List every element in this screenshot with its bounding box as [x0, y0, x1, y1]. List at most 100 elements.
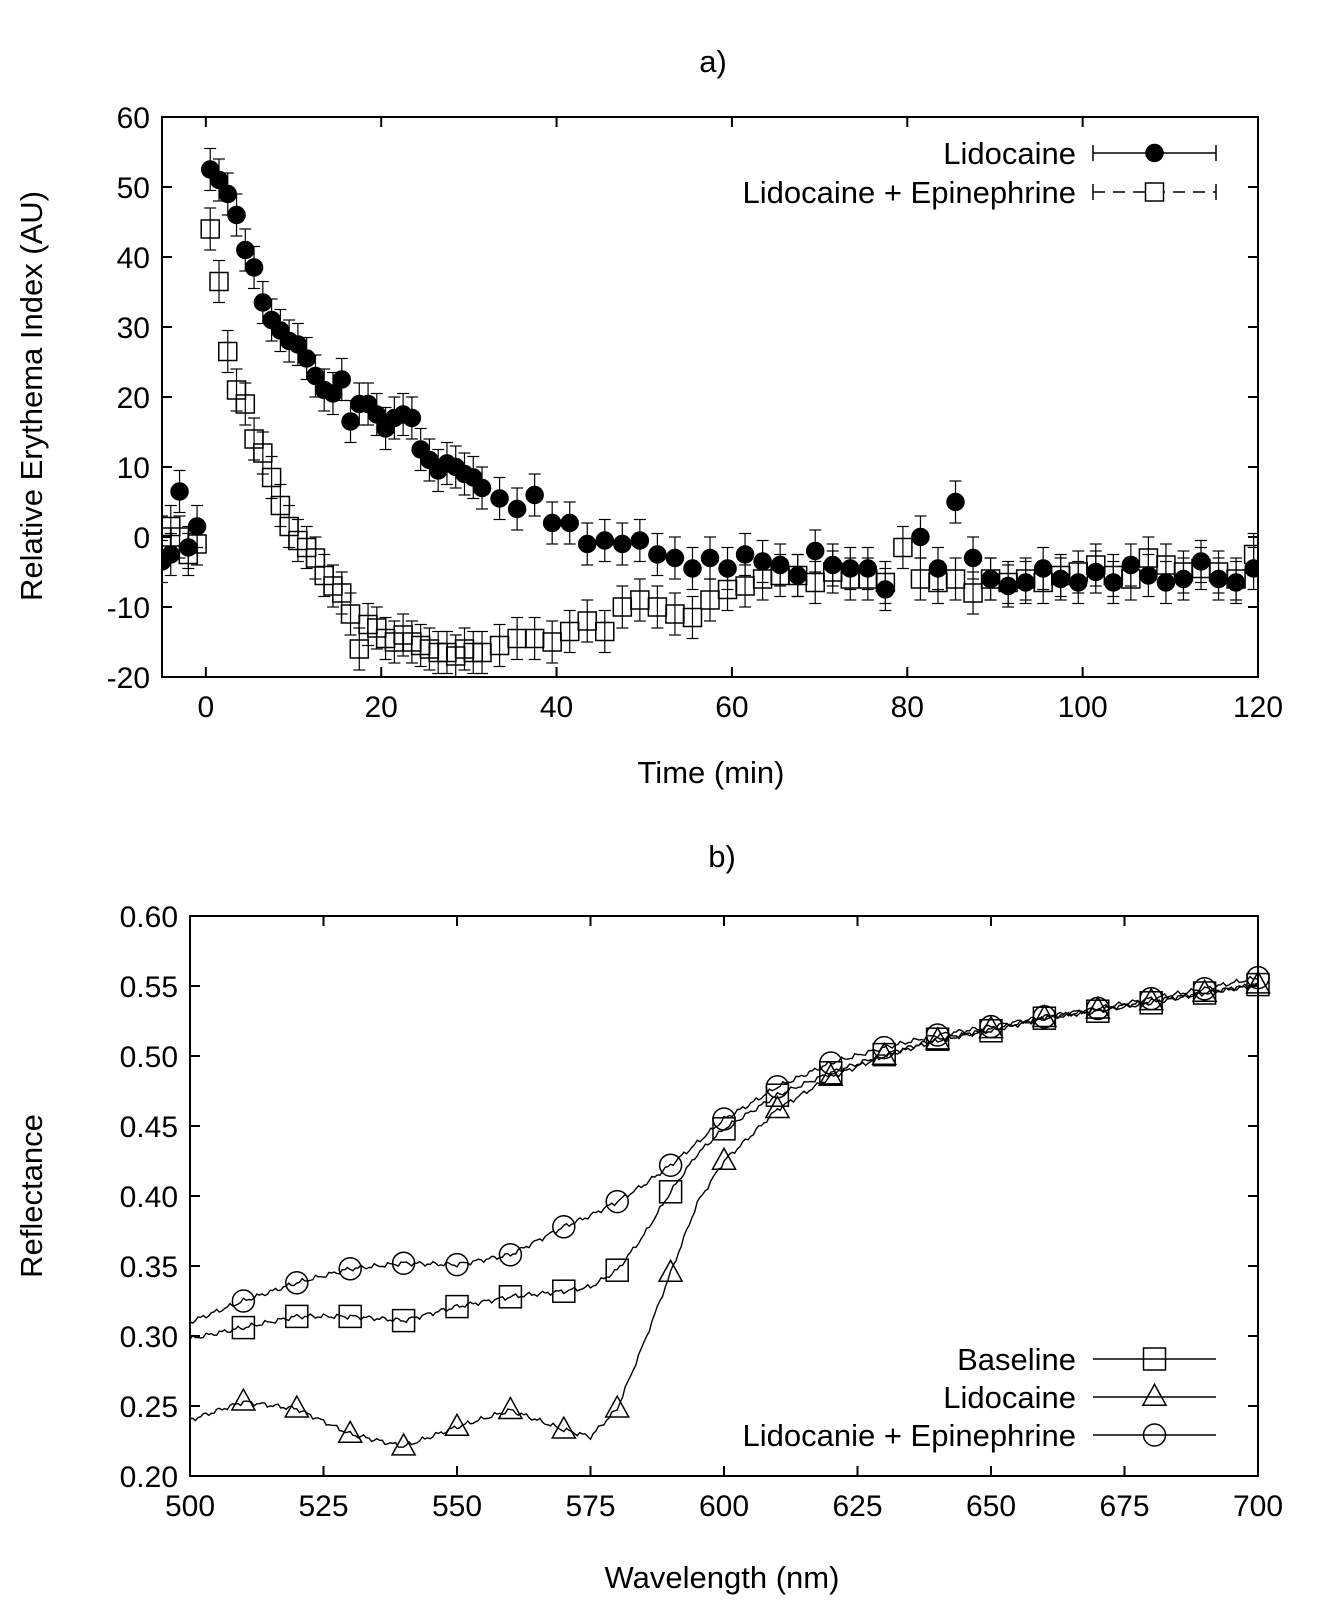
- chart-a-point-lidocaine: [297, 349, 316, 368]
- chart-b-point-baseline: [712, 1117, 736, 1141]
- chart-b-point-lidocaine: [764, 1094, 791, 1119]
- chart-a-point-lidocaine: [998, 576, 1018, 596]
- chart-a-legend: Lidocaine Lidocaine + Epinephrine: [742, 136, 1217, 210]
- chart-b-legend-marker-lido-epi: [1142, 1423, 1167, 1447]
- chart-a-point-lidocaine: [525, 485, 544, 505]
- chart-b-point-lido-epi: [925, 1023, 950, 1047]
- chart-b-point-baseline: [231, 1315, 256, 1340]
- chart-b-point-lido-epi: [1086, 996, 1110, 1021]
- chart-b-x-tick-label: 500: [165, 1490, 215, 1523]
- chart-a-point-lidocaine: [718, 559, 737, 578]
- chart-b-point-baseline: [391, 1308, 416, 1333]
- chart-a-point-lido-epi: [945, 569, 966, 589]
- chart-a-point-lido-epi: [235, 394, 256, 414]
- chart-a: a) 0 20 40 60 80 100 120 -20 -10 0 10 20 30 40 50 60 Ti…: [14, 44, 1283, 790]
- chart-b-point-lido-epi: [285, 1271, 309, 1295]
- chart-a-point-lidocaine: [928, 559, 948, 578]
- chart-a-point-lidocaine: [700, 548, 720, 568]
- chart-b-y-tick-label: 0.55: [120, 971, 178, 1004]
- chart-a-x-tick-label: 40: [540, 691, 573, 724]
- chart-a-point-lido-epi: [577, 611, 597, 631]
- chart-a-point-lido-epi: [261, 467, 282, 488]
- chart-b-legend: Baseline Lidocaine Lidocanie + Epinephri…: [742, 1342, 1216, 1453]
- chart-b-point-lidocaine: [604, 1394, 631, 1418]
- chart-b-point-baseline: [285, 1304, 309, 1329]
- chart-b-point-lidocaine: [283, 1394, 310, 1418]
- chart-a-y-tick-label: 10: [117, 452, 150, 485]
- chart-a-y-tick-label: 50: [117, 172, 150, 205]
- chart-a-point-lido-epi: [253, 443, 273, 463]
- chart-a-point-lido-epi: [507, 628, 527, 649]
- chart-a-point-lidocaine: [981, 569, 1000, 589]
- chart-b-point-lido-epi: [231, 1289, 256, 1313]
- chart-b-point-lidocaine: [924, 1026, 951, 1050]
- chart-a-legend-marker-lidocaine: [1145, 143, 1164, 163]
- chart-b-point-baseline: [445, 1294, 469, 1319]
- chart-b-x-tick-label: 650: [966, 1490, 1016, 1523]
- chart-a-point-lidocaine: [788, 566, 807, 585]
- chart-b-point-lido-epi: [605, 1189, 629, 1214]
- chart-a-point-lidocaine: [402, 408, 422, 428]
- chart-b-y-axis-title: Reflectance: [14, 1114, 49, 1278]
- chart-b-point-lido-epi: [819, 1051, 843, 1075]
- chart-b-ticks: 500 525 550 575 600 625 650 675 700 0.20 0.25 0.30 0…: [120, 901, 1283, 1523]
- chart-a-legend-marker-lido-epi: [1144, 182, 1165, 202]
- chart-a-x-axis-title: Time (min): [638, 755, 785, 790]
- chart-a-point-lido-epi: [200, 219, 220, 239]
- chart-a-point-lidocaine: [472, 478, 492, 498]
- chart-b-point-lido-epi: [1192, 977, 1217, 1001]
- chart-a-point-lidocaine: [507, 499, 527, 519]
- chart-a-point-lidocaine: [1174, 569, 1193, 589]
- chart-b-point-lido-epi: [712, 1107, 736, 1131]
- chart-a-point-lido-epi: [700, 590, 720, 610]
- chart-a-point-lidocaine: [841, 559, 860, 578]
- chart-a-point-lido-epi: [630, 590, 650, 610]
- chart-a-point-lido-epi: [340, 604, 361, 624]
- chart-b-point-lido-epi: [498, 1243, 523, 1267]
- chart-b-y-tick-label: 0.35: [120, 1251, 178, 1284]
- chart-b-legend-label-lidocaine: Lidocaine: [943, 1380, 1076, 1415]
- chart-b-point-lido-epi: [338, 1257, 362, 1281]
- chart-a-point-lidocaine: [963, 548, 983, 568]
- chart-a-point-lidocaine: [187, 517, 207, 536]
- chart-b-title: b): [708, 839, 736, 874]
- chart-b-plot-area: [189, 965, 1271, 1456]
- chart-b-y-tick-label: 0.60: [120, 901, 178, 934]
- chart-a-point-lidocaine: [770, 555, 790, 575]
- chart-a-point-lidocaine: [876, 580, 895, 599]
- chart-b-point-baseline: [605, 1258, 629, 1282]
- chart-b-series-lidocaine: [189, 970, 1271, 1456]
- chart-a-point-lido-epi: [612, 597, 633, 617]
- chart-b-y-tick-label: 0.25: [120, 1391, 178, 1424]
- chart-a-point-lido-epi: [489, 635, 510, 656]
- chart-b-y-tick-label: 0.40: [120, 1181, 178, 1214]
- chart-b-point-lidocaine: [230, 1387, 257, 1411]
- chart-a-point-lidocaine: [560, 513, 579, 533]
- chart-b-x-axis-title: Wavelength (nm): [605, 1560, 840, 1595]
- chart-a-point-lidocaine: [648, 545, 667, 564]
- chart-b-x-tick-label: 625: [832, 1490, 882, 1523]
- chart-a-x-tick-label: 80: [891, 691, 924, 724]
- chart-a-point-lidocaine: [683, 559, 702, 578]
- chart-a-point-lido-epi: [647, 597, 668, 617]
- chart-a-point-lidocaine: [753, 552, 772, 571]
- chart-b-x-tick-label: 700: [1233, 1490, 1283, 1523]
- chart-a-point-lidocaine: [577, 534, 597, 554]
- chart-a-x-tick-label: 20: [365, 691, 398, 724]
- chart-a-point-lidocaine: [1104, 573, 1123, 592]
- chart-b-point-baseline: [338, 1304, 362, 1329]
- chart-a-point-lidocaine: [253, 293, 273, 312]
- chart-a-title: a): [699, 44, 727, 79]
- chart-a-y-tick-label: -10: [107, 592, 150, 625]
- chart-a-point-lidocaine: [911, 527, 930, 547]
- chart-b-point-lidocaine: [550, 1415, 577, 1439]
- chart-a-point-lidocaine: [1156, 573, 1176, 592]
- chart-a-point-lidocaine: [665, 548, 685, 568]
- chart-a-point-lido-epi: [595, 621, 615, 642]
- chart-a-point-lido-epi: [805, 572, 825, 593]
- chart-b-point-lido-epi: [1032, 1005, 1057, 1029]
- chart-b-legend-marker-lidocaine: [1141, 1382, 1168, 1406]
- chart-a-point-lidocaine: [1033, 559, 1053, 578]
- chart-a-point-lido-epi: [524, 628, 545, 649]
- chart-a-plot-area: [162, 147, 1258, 677]
